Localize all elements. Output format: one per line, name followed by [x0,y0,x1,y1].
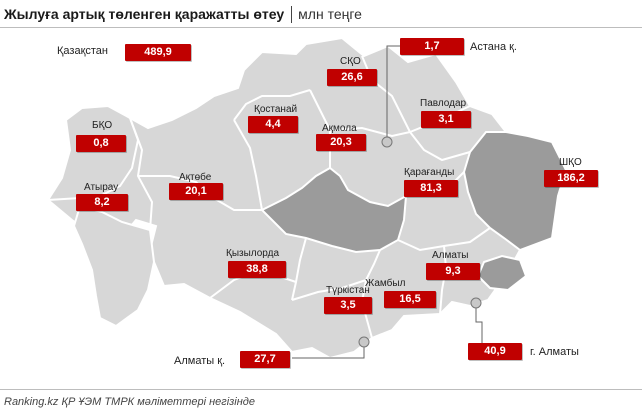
region-name-aktobe: Ақтөбе [179,172,212,183]
value-pavlodar: 3,1 [421,111,471,128]
value-astana: 1,7 [400,38,464,55]
region-name-almaty-city: г. Алматы [530,346,579,358]
value-karaganda: 81,3 [404,180,458,197]
region-name-astana: Астана қ. [470,41,517,53]
region-name-kostanay: Қостанай [254,104,298,115]
region-name-shymkent: Алматы қ. [174,355,226,367]
value-akmola: 20,3 [316,134,366,151]
value-almaty-city: 40,9 [468,343,522,360]
value-atyrau: 8,2 [76,194,128,211]
value-zhambyl: 16,5 [384,291,436,308]
header-divider [0,27,642,28]
map-almaty-highlight [476,254,528,292]
region-name-karaganda: Қарағанды [404,167,455,178]
value-bko: 0,8 [76,135,126,152]
region-name-sko: СҚО [340,56,361,67]
value-kazakhstan: 489,9 [125,44,191,61]
map-vko-highlight [462,131,568,252]
chart-title: Жылуға артық төленген қаражатты өтеу [4,6,285,22]
astana-marker [381,136,393,148]
region-name-atyrau: Атырау [84,182,119,193]
map-mangystau [72,204,156,328]
title-separator [291,5,293,23]
footer-divider [0,389,642,390]
unit-label: млн теңге [298,6,362,22]
region-name-kazakhstan: Қазақстан [57,45,108,57]
title-row: Жылуға артық төленген қаражатты өтеу млн… [4,4,362,24]
source-note: Ranking.kz ҚР ҰЭМ ТМРК мәліметтері негіз… [4,396,255,408]
region-name-zhambyl: Жамбыл [365,278,406,289]
shymkent-marker [358,336,370,348]
map-karaganda-highlight [260,166,408,254]
value-shymkent: 27,7 [240,351,290,368]
region-name-pavlodar: Павлодар [420,98,467,109]
almaty-city-marker [470,297,482,309]
value-almaty-obl: 9,3 [426,263,480,280]
value-turkistan: 3,5 [324,297,372,314]
value-sko: 26,6 [327,69,377,86]
region-name-kyzylorda: Қызылорда [226,248,280,259]
region-name-akmola: Ақмола [322,123,357,134]
value-kyzylorda: 38,8 [228,261,286,278]
region-name-almaty-obl: Алматы [432,250,469,261]
region-name-bko: БҚО [92,120,113,131]
value-aktobe: 20,1 [169,183,223,200]
value-kostanay: 4,4 [248,116,298,133]
region-name-vko: ШҚО [559,157,582,168]
region-name-turkistan: Түркістан [326,285,370,296]
value-vko: 186,2 [544,170,598,187]
